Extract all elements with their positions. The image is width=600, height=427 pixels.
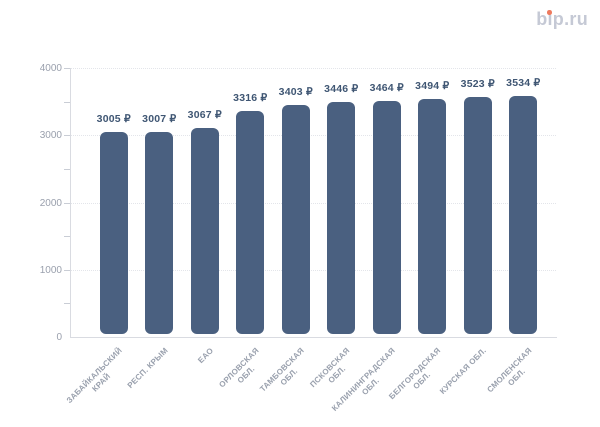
x-tick-label: ТАМБОВСКАЯ ОБЛ.: [258, 346, 307, 394]
y-tick-label: 3000: [39, 130, 62, 142]
y-axis-tick: [64, 168, 70, 170]
bar-2[interactable]: [145, 131, 174, 334]
bar-value-label: 3007 ₽: [142, 112, 177, 125]
bar-3[interactable]: [190, 127, 219, 334]
bar-value-label: 3446 ₽: [324, 83, 359, 96]
y-axis-tick: [64, 269, 70, 271]
y-axis-tick: [64, 202, 70, 204]
bar-10[interactable]: [509, 96, 538, 334]
y-axis-tick: [64, 303, 70, 305]
y-axis-line: [70, 68, 71, 337]
bar-value-label: 3494 ₽: [415, 80, 450, 93]
bar-6[interactable]: [327, 102, 356, 334]
bar-value-label: 3316 ₽: [233, 91, 268, 104]
x-tick-label: КУРСКАЯ ОБЛ.: [438, 346, 489, 396]
y-tick-label: 4000: [39, 63, 62, 74]
x-axis-line: [70, 337, 557, 338]
site-logo[interactable]: bip.ru: [536, 9, 588, 30]
logo-i-dot-icon: [547, 10, 552, 15]
gridline-3000: [71, 135, 556, 137]
gridline-1000: [71, 269, 556, 271]
gridline-2000: [71, 202, 556, 204]
y-axis-tick: [64, 68, 70, 69]
y-axis-tick: [64, 101, 70, 103]
y-tick-label: 1000: [39, 264, 62, 276]
bar-value-label: 3464 ₽: [369, 82, 404, 95]
bar-1[interactable]: [99, 131, 128, 334]
x-tick-label: РЕСП. КРЫМ: [125, 346, 170, 391]
bar-value-label: 3403 ₽: [278, 86, 313, 99]
bar-value-label: 3534 ₽: [506, 77, 541, 90]
bar-value-label: 3067 ₽: [187, 108, 222, 121]
bar-9[interactable]: [463, 97, 492, 334]
bar-value-label: 3523 ₽: [460, 78, 495, 91]
bar-4[interactable]: [236, 110, 265, 334]
y-tick-label: 0: [56, 332, 62, 343]
site-logo-text: bip.ru: [536, 9, 588, 29]
bar-8[interactable]: [418, 99, 447, 334]
bar-value-label: 3005 ₽: [96, 112, 131, 125]
y-tick-label: 2000: [39, 197, 62, 209]
bar-5[interactable]: [281, 105, 310, 334]
bar-7[interactable]: [372, 101, 401, 334]
y-axis-tick: [64, 135, 70, 137]
x-tick-label: ЗАБАЙКАЛЬСКИЙ КРАЙ: [65, 346, 125, 406]
x-tick-label: СМОЛЕНСКАЯ ОБЛ.: [485, 346, 534, 395]
gridline-4000: [71, 68, 556, 69]
y-axis-tick: [64, 236, 70, 238]
x-tick-label: ЕАО: [196, 346, 216, 365]
